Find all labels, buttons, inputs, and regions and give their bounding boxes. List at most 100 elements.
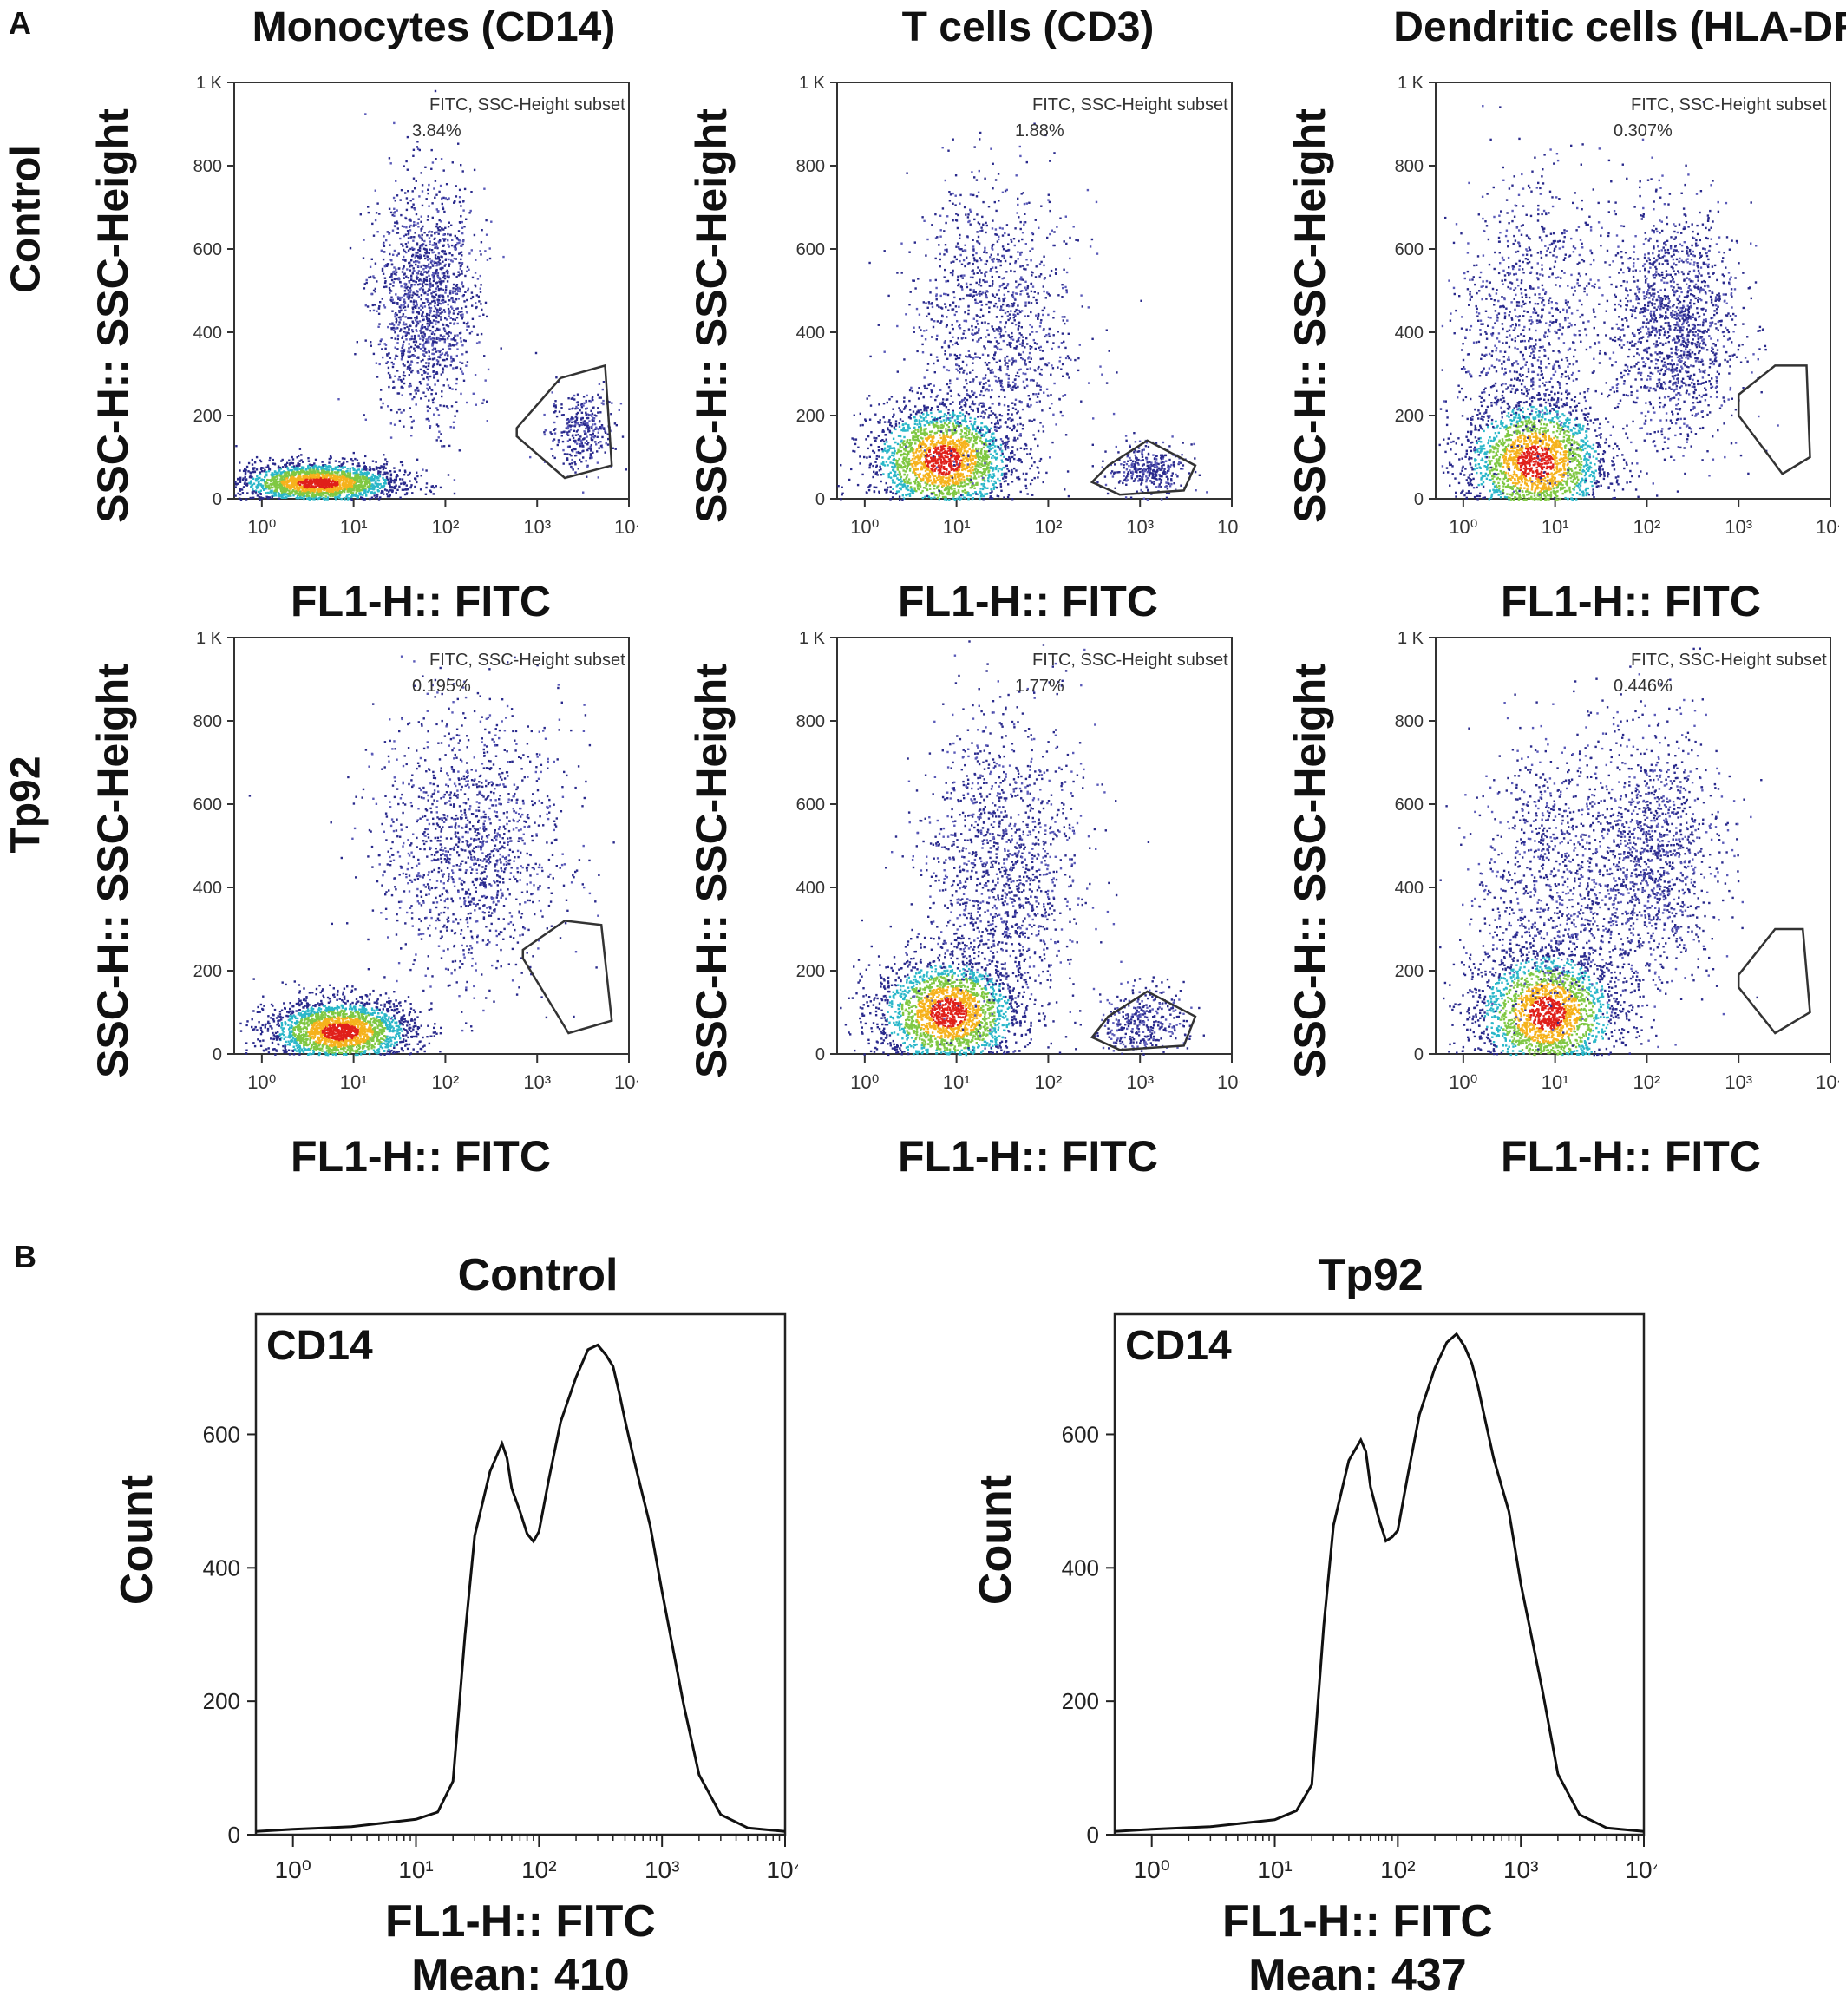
data-point [410, 297, 414, 299]
data-point [431, 344, 434, 347]
data-point [297, 475, 300, 478]
data-point [419, 272, 422, 276]
data-point [335, 498, 337, 501]
data-point [437, 261, 440, 264]
data-point [258, 483, 260, 486]
data-point [393, 266, 396, 269]
data-point [942, 439, 945, 442]
data-point [443, 328, 446, 331]
data-point [952, 460, 954, 462]
data-point [290, 480, 292, 482]
data-point [376, 479, 379, 482]
data-point [908, 460, 911, 463]
data-point [275, 494, 278, 497]
data-point [425, 469, 428, 472]
data-point [365, 494, 368, 497]
data-point [553, 403, 555, 405]
data-point [1007, 437, 1010, 440]
data-point [351, 462, 354, 466]
data-point [975, 467, 978, 470]
data-point [985, 463, 988, 466]
data-point [967, 494, 971, 496]
data-point [427, 259, 429, 261]
data-point [991, 467, 993, 469]
data-point [409, 324, 411, 327]
data-point [890, 396, 894, 398]
data-point [405, 197, 409, 200]
data-point [409, 293, 411, 297]
data-point [440, 307, 442, 311]
data-point [270, 487, 272, 489]
data-point [260, 485, 264, 488]
data-point [451, 307, 454, 310]
data-point [966, 494, 969, 497]
data-point [886, 401, 888, 404]
data-point [984, 434, 986, 436]
data-point [591, 425, 593, 429]
data-point [412, 177, 416, 180]
data-point [389, 276, 391, 278]
data-point [899, 446, 902, 449]
data-point [323, 471, 325, 474]
data-point [985, 474, 987, 477]
data-point [338, 493, 341, 495]
data-point [300, 481, 304, 483]
data-point [952, 429, 954, 432]
data-point [444, 238, 447, 240]
data-point [902, 456, 906, 459]
data-point [304, 492, 307, 494]
data-point [268, 479, 271, 481]
data-point [255, 455, 259, 459]
data-point [439, 353, 442, 357]
data-point [251, 491, 253, 494]
data-point [409, 338, 411, 341]
data-point [331, 468, 334, 471]
data-point [455, 377, 458, 381]
data-point [592, 417, 596, 420]
data-point [326, 465, 330, 468]
data-point [429, 285, 432, 287]
data-point [450, 305, 453, 308]
data-point [595, 415, 598, 417]
data-point [447, 243, 449, 246]
data-point [461, 245, 463, 247]
data-point [913, 489, 916, 493]
data-point [413, 221, 416, 224]
data-point [277, 471, 279, 474]
data-point [304, 490, 307, 493]
data-point [451, 299, 455, 302]
data-point [414, 208, 416, 211]
data-point [384, 344, 388, 346]
data-point [346, 461, 349, 463]
data-point [387, 366, 390, 370]
data-point [460, 205, 462, 207]
data-point [357, 468, 360, 471]
data-point [370, 292, 373, 296]
data-point [350, 481, 353, 484]
data-point [389, 298, 392, 301]
data-point [316, 497, 319, 501]
data-point [579, 409, 581, 412]
data-point [466, 270, 468, 272]
data-point [240, 488, 244, 491]
data-point [455, 382, 458, 385]
data-point [903, 481, 907, 483]
data-point [281, 480, 284, 482]
data-point [422, 358, 424, 362]
data-point [958, 439, 961, 442]
data-point [428, 399, 430, 402]
data-point [969, 494, 972, 497]
data-point [571, 458, 573, 461]
data-point [316, 471, 319, 474]
data-point [413, 223, 416, 226]
data-point [840, 498, 842, 501]
data-point [579, 452, 582, 455]
data-point [341, 484, 344, 487]
data-point [297, 465, 299, 468]
data-point [394, 211, 396, 213]
data-point [407, 355, 409, 357]
data-point [573, 394, 576, 397]
data-point [357, 496, 360, 499]
data-point [363, 239, 365, 241]
data-point [453, 323, 455, 325]
